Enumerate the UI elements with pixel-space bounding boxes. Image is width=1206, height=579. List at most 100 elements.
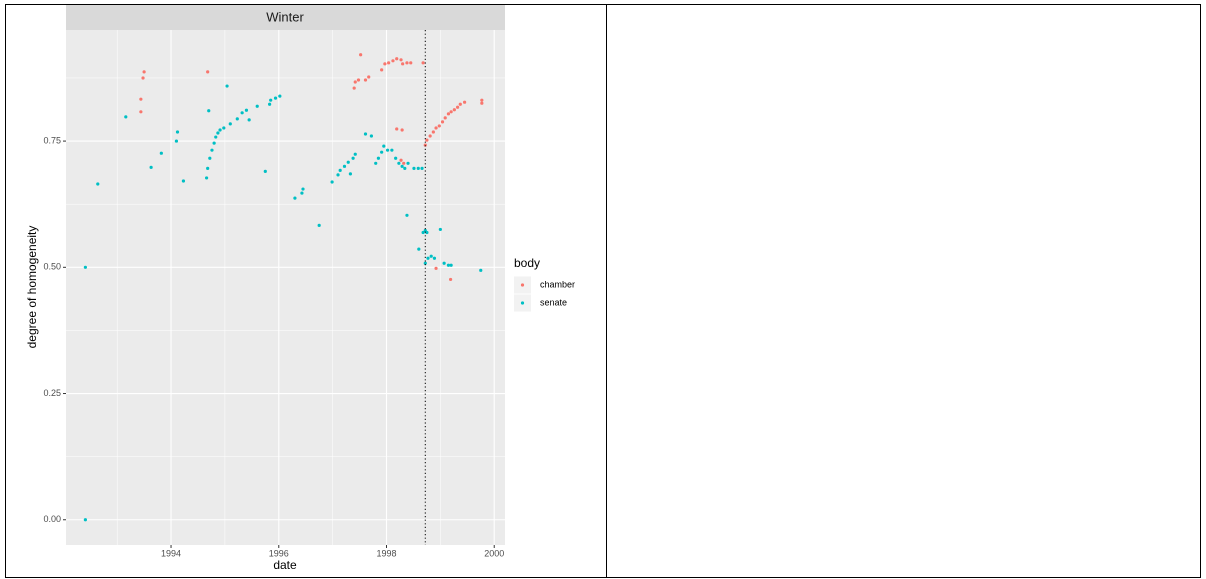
y-tick-label: 0.00 xyxy=(43,514,61,524)
data-point xyxy=(181,179,186,183)
data-point xyxy=(448,277,453,282)
legend-label: senate xyxy=(540,297,567,307)
data-point xyxy=(382,144,386,148)
data-point xyxy=(363,78,368,82)
data-point xyxy=(399,158,403,162)
data-point xyxy=(268,102,272,106)
data-point xyxy=(263,169,267,173)
data-point xyxy=(380,150,384,154)
data-point xyxy=(380,68,384,72)
data-point xyxy=(83,518,87,522)
table-border xyxy=(5,4,1201,578)
data-point xyxy=(374,161,378,165)
data-point xyxy=(421,230,425,235)
data-point xyxy=(412,166,416,170)
data-point xyxy=(434,126,438,130)
data-point xyxy=(429,254,433,258)
data-point xyxy=(443,116,447,120)
data-point xyxy=(416,166,420,170)
data-point xyxy=(397,161,401,165)
x-tick-label: 1994 xyxy=(161,548,181,558)
data-point xyxy=(432,256,437,260)
data-point xyxy=(440,120,445,124)
data-point xyxy=(210,148,214,152)
data-point xyxy=(423,143,427,147)
data-point xyxy=(425,230,429,235)
x-tick-label: 1998 xyxy=(376,548,396,558)
data-point xyxy=(174,139,179,143)
data-point xyxy=(426,256,430,260)
data-point xyxy=(269,98,273,102)
data-point xyxy=(359,53,363,57)
data-point xyxy=(83,265,87,269)
data-point xyxy=(405,213,409,217)
data-point xyxy=(255,104,259,108)
legend-marker xyxy=(520,301,525,305)
y-tick-label: 0.25 xyxy=(43,388,61,398)
data-point xyxy=(300,191,304,195)
data-point xyxy=(338,168,342,172)
data-point xyxy=(273,96,278,100)
data-point xyxy=(400,164,404,168)
data-point xyxy=(449,110,453,114)
data-point xyxy=(149,165,153,169)
plot-panel xyxy=(66,30,505,545)
data-point xyxy=(216,131,220,135)
data-point xyxy=(425,138,429,142)
data-point xyxy=(437,124,441,128)
chart-title: Winter xyxy=(266,9,304,24)
data-point xyxy=(369,134,374,138)
data-point xyxy=(480,98,484,102)
data-point xyxy=(406,161,410,165)
y-axis-title: degree of homogeneity xyxy=(25,226,39,349)
data-point xyxy=(387,61,391,65)
data-point xyxy=(383,62,387,66)
data-point xyxy=(391,59,395,63)
data-point xyxy=(395,127,399,131)
data-point xyxy=(403,166,407,170)
data-point xyxy=(352,86,356,90)
data-point xyxy=(207,109,211,113)
data-point xyxy=(438,227,442,232)
data-point xyxy=(218,128,222,132)
y-tick-label: 0.75 xyxy=(43,135,61,145)
data-point xyxy=(212,141,216,145)
x-tick-label: 2000 xyxy=(484,548,504,558)
legend-title: body xyxy=(514,256,540,270)
data-point xyxy=(479,268,483,272)
data-point xyxy=(446,263,451,267)
data-point xyxy=(204,176,209,180)
data-point xyxy=(139,97,143,101)
x-axis-title: date xyxy=(273,558,297,572)
data-point xyxy=(208,156,212,160)
data-point xyxy=(423,261,427,265)
data-point xyxy=(96,182,100,186)
data-point xyxy=(346,160,350,164)
data-point xyxy=(278,94,282,98)
data-point xyxy=(390,148,394,152)
data-point xyxy=(348,172,353,176)
data-point xyxy=(446,112,451,116)
data-point xyxy=(228,122,232,126)
data-point xyxy=(420,166,424,170)
data-point xyxy=(458,102,462,106)
data-point xyxy=(225,84,229,88)
data-point xyxy=(330,180,334,184)
data-point xyxy=(175,130,180,134)
data-point xyxy=(159,151,163,155)
y-tick-label: 0.50 xyxy=(43,262,61,272)
data-point xyxy=(385,148,390,152)
data-point xyxy=(401,62,405,66)
data-point xyxy=(342,164,347,168)
data-point xyxy=(463,100,467,104)
data-point xyxy=(367,75,371,79)
data-point xyxy=(394,156,398,160)
data-point xyxy=(142,70,146,74)
data-point xyxy=(417,247,421,251)
facet-strip xyxy=(66,5,505,30)
data-point xyxy=(336,173,340,177)
data-point xyxy=(244,108,249,112)
data-point xyxy=(409,61,413,65)
legend-marker xyxy=(520,283,525,287)
